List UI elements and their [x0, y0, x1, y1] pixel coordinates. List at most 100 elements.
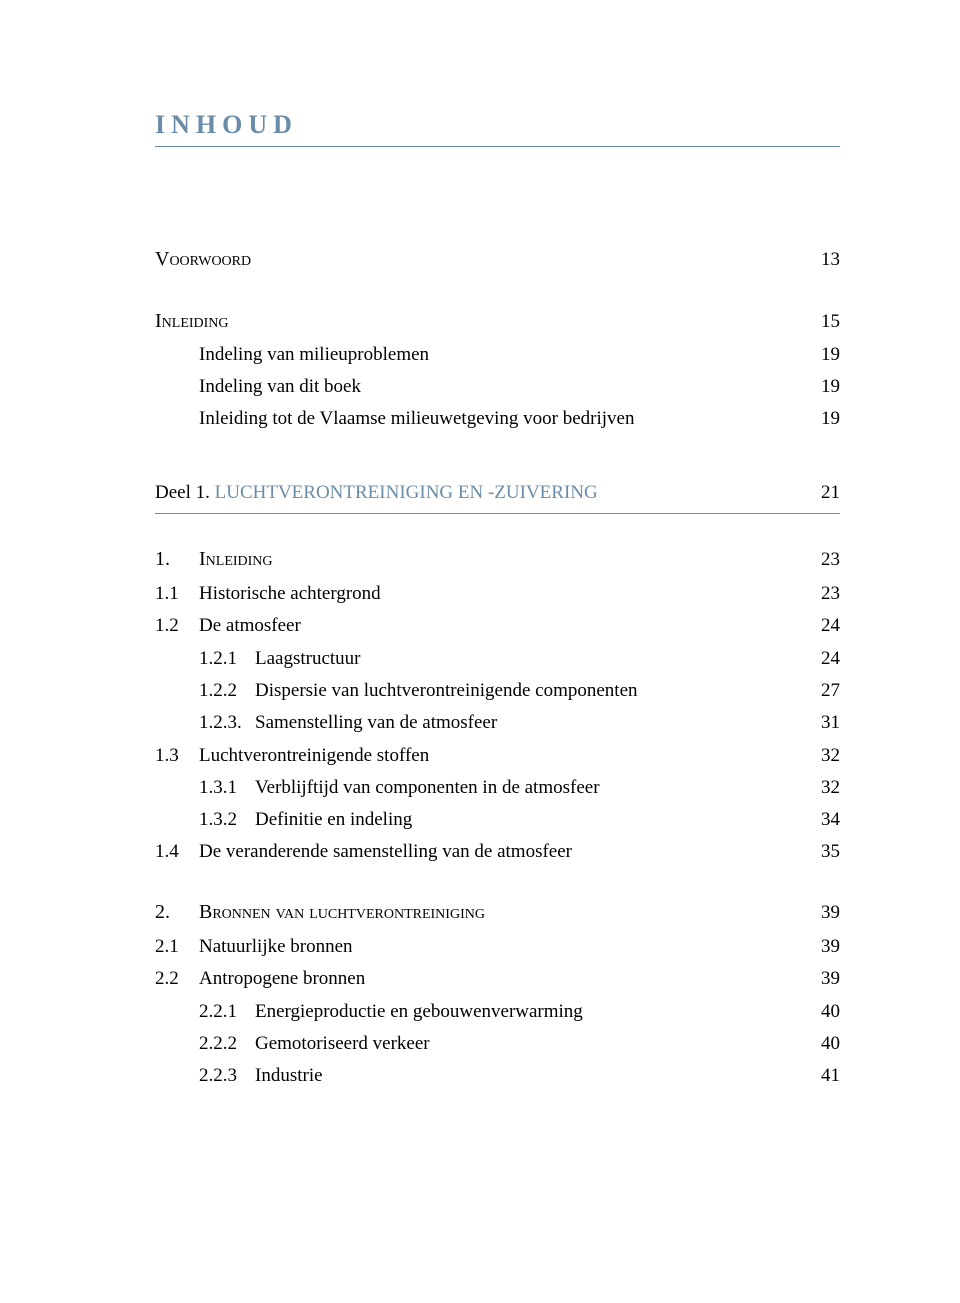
toc-entry: 1.3.1Verblijftijd van componenten in de … [155, 772, 840, 804]
chapter-num: 1. [155, 542, 199, 576]
toc-label: Deel 1. LUCHTVERONTREINIGING EN -ZUIVERI… [155, 477, 800, 509]
toc-text: Antropogene bronnen [199, 963, 365, 995]
toc-text: Gemotoriseerd verkeer [255, 1028, 430, 1060]
toc-num: 1.2.1 [199, 643, 255, 675]
toc-label: 2.1Natuurlijke bronnen [155, 931, 800, 963]
toc-num: 1.1 [155, 578, 199, 610]
toc-text: Samenstelling van de atmosfeer [255, 707, 497, 739]
toc-page: 23 [800, 544, 840, 576]
toc-page: 41 [800, 1060, 840, 1092]
toc-label: 1. Inleiding [155, 542, 800, 576]
toc-entry: 1.3.2Definitie en indeling34 [155, 804, 840, 836]
toc-text: Luchtverontreinigende stoffen [199, 740, 429, 772]
toc-page: 40 [800, 1028, 840, 1060]
toc-page: 32 [800, 740, 840, 772]
toc-text: Definitie en indeling [255, 804, 412, 836]
toc-label: 1.2.2Dispersie van luchtverontreinigende… [155, 675, 800, 707]
toc-entry: 2.2.1Energieproductie en gebouwenverwarm… [155, 996, 840, 1028]
toc-text: Dispersie van luchtverontreinigende comp… [255, 675, 638, 707]
toc-text: Industrie [255, 1060, 323, 1092]
toc-entry: 1.2.2Dispersie van luchtverontreinigende… [155, 675, 840, 707]
toc-page: 23 [800, 578, 840, 610]
toc-entry: Indeling van dit boek 19 [155, 371, 840, 403]
toc-num: 2.2.2 [199, 1028, 255, 1060]
toc-page: 19 [800, 371, 840, 403]
chapter-title: Bronnen van luchtverontreiniging [199, 895, 485, 929]
toc-page: 39 [800, 931, 840, 963]
toc-page: 24 [800, 610, 840, 642]
toc-num: 1.2.3. [199, 707, 255, 739]
toc-entry: 1.2.3.Samenstelling van de atmosfeer31 [155, 707, 840, 739]
toc-page: 21 [800, 477, 840, 509]
page-title: INHOUD [155, 110, 840, 147]
toc-label: 1.3.1Verblijftijd van componenten in de … [155, 772, 800, 804]
toc-label: 2.2Antropogene bronnen [155, 963, 800, 995]
toc-label: 1.2De atmosfeer [155, 610, 800, 642]
toc-entry: 2.2.3Industrie41 [155, 1060, 840, 1092]
toc-entry: 2.1Natuurlijke bronnen39 [155, 931, 840, 963]
toc-num: 2.2 [155, 963, 199, 995]
toc-label: Inleiding tot de Vlaamse milieuwetgeving… [155, 403, 800, 435]
toc-page: 19 [800, 339, 840, 371]
toc-page: 27 [800, 675, 840, 707]
toc-label: 1.3.2Definitie en indeling [155, 804, 800, 836]
toc-label: 2.2.2Gemotoriseerd verkeer [155, 1028, 800, 1060]
toc-label: 2. Bronnen van luchtverontreiniging [155, 895, 800, 929]
toc-page: 40 [800, 996, 840, 1028]
toc-entry: 2.2Antropogene bronnen39 [155, 963, 840, 995]
toc-entry: Indeling van milieuproblemen 19 [155, 339, 840, 371]
toc-page: 15 [800, 306, 840, 338]
toc-num: 1.3 [155, 740, 199, 772]
toc-section-inleiding: Inleiding 15 Indeling van milieuprobleme… [155, 304, 840, 435]
toc-text: De atmosfeer [199, 610, 301, 642]
toc-chapter-heading: 1. Inleiding 23 [155, 542, 840, 576]
toc-page: 31 [800, 707, 840, 739]
toc-label: Indeling van dit boek [155, 371, 800, 403]
toc-page: 39 [800, 897, 840, 929]
toc-num: 2.1 [155, 931, 199, 963]
toc-page: 39 [800, 963, 840, 995]
toc-label: 1.3Luchtverontreinigende stoffen [155, 740, 800, 772]
toc-num: 2.2.3 [199, 1060, 255, 1092]
toc-label: 1.1Historische achtergrond [155, 578, 800, 610]
toc-entry: 1.3Luchtverontreinigende stoffen32 [155, 740, 840, 772]
toc-entry: 1.2De atmosfeer24 [155, 610, 840, 642]
toc-text: Laagstructuur [255, 643, 361, 675]
toc-num: 2.2.1 [199, 996, 255, 1028]
toc-text: Historische achtergrond [199, 578, 381, 610]
toc-label: Voorwoord [155, 242, 800, 276]
toc-chapter-items: 2.1Natuurlijke bronnen392.2Antropogene b… [155, 931, 840, 1092]
toc-label: 1.2.3.Samenstelling van de atmosfeer [155, 707, 800, 739]
toc-text: Natuurlijke bronnen [199, 931, 353, 963]
toc-label: 1.4De veranderende samenstelling van de … [155, 836, 800, 868]
toc-entry: 1.2.1Laagstructuur24 [155, 643, 840, 675]
toc-entry: Inleiding 15 [155, 304, 840, 338]
toc-entry: 2.2.2Gemotoriseerd verkeer40 [155, 1028, 840, 1060]
toc-text: Verblijftijd van componenten in de atmos… [255, 772, 600, 804]
toc-entry: 1.4De veranderende samenstelling van de … [155, 836, 840, 868]
toc-text: De veranderende samenstelling van de atm… [199, 836, 572, 868]
part-title: LUCHTVERONTREINIGING EN -ZUIVERING [215, 482, 598, 503]
chapter-title: Inleiding [199, 542, 273, 576]
toc-label: 1.2.1Laagstructuur [155, 643, 800, 675]
toc-label: Indeling van milieuproblemen [155, 339, 800, 371]
toc-label: Inleiding [155, 304, 800, 338]
toc-num: 1.3.2 [199, 804, 255, 836]
toc-page: 19 [800, 403, 840, 435]
toc-text: Energieproductie en gebouwenverwarming [255, 996, 583, 1028]
toc-label: 2.2.1Energieproductie en gebouwenverwarm… [155, 996, 800, 1028]
toc-label: 2.2.3Industrie [155, 1060, 800, 1092]
toc-page: 32 [800, 772, 840, 804]
toc-page: 13 [800, 244, 840, 276]
toc-num: 1.4 [155, 836, 199, 868]
toc-page: 34 [800, 804, 840, 836]
toc-part-heading: Deel 1. LUCHTVERONTREINIGING EN -ZUIVERI… [155, 477, 840, 513]
toc-entry-voorwoord: Voorwoord 13 [155, 242, 840, 276]
toc-page: 24 [800, 643, 840, 675]
toc-chapter-heading: 2. Bronnen van luchtverontreiniging 39 [155, 895, 840, 929]
toc-entry: Inleiding tot de Vlaamse milieuwetgeving… [155, 403, 840, 435]
chapter-num: 2. [155, 895, 199, 929]
part-prefix: Deel 1. [155, 482, 210, 503]
toc-entry: 1.1Historische achtergrond23 [155, 578, 840, 610]
toc-num: 1.2 [155, 610, 199, 642]
